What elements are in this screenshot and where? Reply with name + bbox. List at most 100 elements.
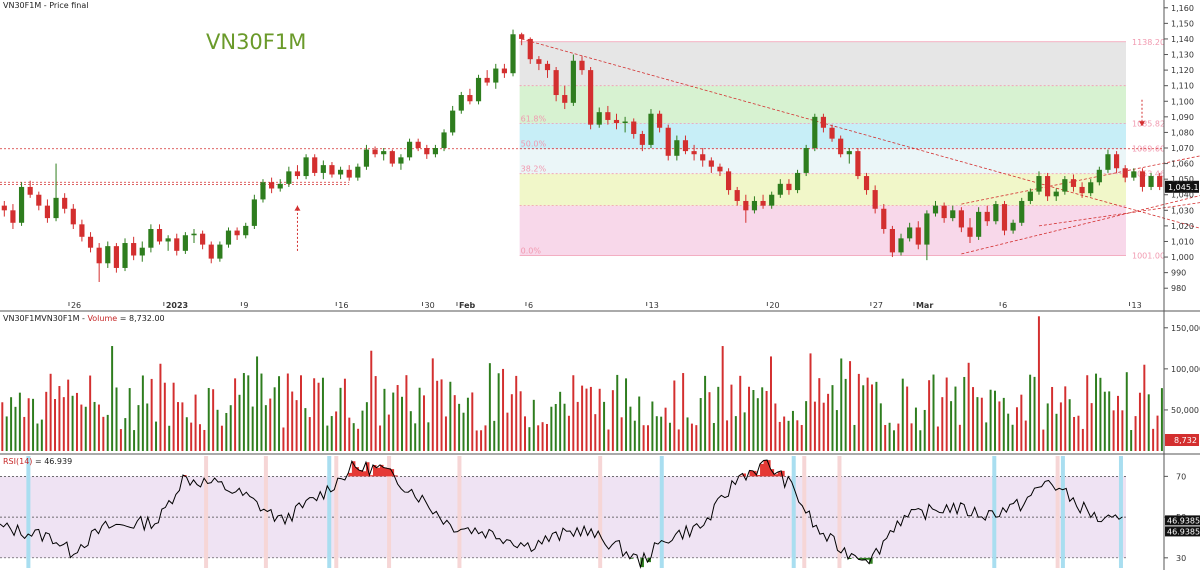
volume-bar [493,420,496,451]
price-panel: 1138.201085.8261.8%1069.6050.0%1053.4638… [0,29,1200,282]
volume-bar [67,379,70,451]
volume-bar [36,423,39,451]
candle-body [44,205,51,219]
volume-bar [778,421,781,451]
volume-bar [414,423,417,451]
volume-bar [361,410,364,451]
volume-bar [739,375,742,451]
volume-bar [524,416,526,451]
volume-bar [5,416,8,451]
volume-bar [111,346,114,451]
volume-bar [150,378,153,451]
volume-bar [932,374,935,451]
volume-bar [313,378,316,451]
candle-body [700,154,706,161]
volume-bar [647,425,649,451]
candle-body [777,183,783,195]
candle-body [1122,168,1128,178]
volume-bar [879,403,882,451]
volume-bar [655,416,658,451]
candle-body [79,224,85,237]
volume-bar [963,376,966,451]
candle-body [70,208,76,225]
fib-percent-label: 50.0% [521,140,547,149]
last-price-marker [1165,180,1199,193]
volume-bar [914,407,917,451]
volume-bar [541,422,544,451]
volume-bar [638,396,641,451]
rsi-panel [0,456,1126,570]
volume-bar [374,376,377,451]
volume-bar [550,406,553,451]
volume-bar [102,416,105,451]
fib-level-label: 1053.46 [1132,170,1165,179]
price-axis-label: 1,010 [1171,237,1194,246]
volume-bar [207,387,210,451]
volume-bar [1,402,4,451]
volume-bar [387,414,390,451]
candle-body [579,60,585,71]
candle-body [286,171,292,184]
volume-bar [405,375,408,451]
volume-bar [756,398,759,451]
volume-bar [379,425,382,451]
volume-bar [14,406,17,451]
volume-bar [242,373,245,451]
volume-bar [1117,395,1119,451]
volume-bar [985,422,988,451]
candle-body [251,199,257,226]
candle-body [53,197,59,219]
volume-bar [383,388,386,451]
volume-bar [62,397,65,451]
volume-bar [625,378,628,451]
candle-body [165,238,171,242]
volume-bar [427,422,430,451]
candle-body [1088,182,1094,194]
volume-bar [172,382,175,451]
volume-bar [458,403,461,451]
volume-bar [765,390,768,451]
volume-bar [203,429,206,451]
volume-bar [475,430,478,451]
volume-bar [418,387,421,451]
candle-body [432,148,439,155]
volume-bar [840,358,843,451]
volume-bar [849,361,852,451]
volume-bar [115,387,118,451]
volume-bar [401,396,404,451]
candle-body [398,157,404,164]
fib-zone [519,148,1126,174]
candle-body [812,116,818,148]
price-axis-label: 1,030 [1171,206,1194,215]
candle-body [277,183,283,189]
volume-bar [752,390,755,451]
price-axis-label: 1,050 [1171,175,1194,184]
rsi-signal-pink [457,456,462,568]
volume-bar [396,385,399,451]
volume-bar [1046,403,1049,451]
candle-body [450,110,456,133]
volume-bar [1033,376,1036,451]
rsi-panel-label: RSI(14) = 46.939 [3,457,72,466]
volume-bar [822,402,825,451]
candle-body [665,127,671,156]
price-axis-label: 1,080 [1171,128,1194,137]
candle-body [1036,176,1042,192]
rsi-signal-cyan [791,456,796,568]
volume-bar [998,401,1001,451]
candle-body [131,243,137,256]
volume-bar [906,386,909,451]
volume-bar [256,356,259,451]
volume-bar [866,377,869,451]
volume-bar [603,401,606,451]
volume-bar [818,378,821,451]
price-axis-label: 1,110 [1171,82,1194,91]
volume-panel-label: VN30F1MVN30F1M - Volume = 8,732.00 [3,314,165,323]
volume-bar [1020,394,1023,451]
volume-bar [510,394,513,451]
signal-arrow-head [294,205,301,211]
volume-bar [1086,375,1089,451]
price-axis-label: 1,040 [1171,191,1194,200]
volume-bar [528,427,531,451]
